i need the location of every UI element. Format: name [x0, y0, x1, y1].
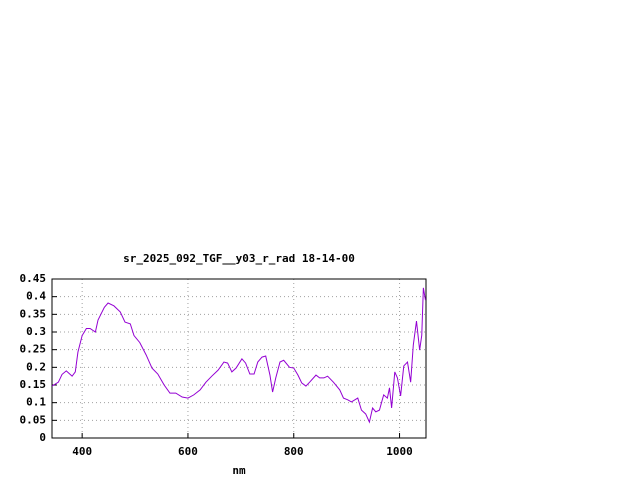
- y-tick-label: 0.3: [26, 325, 46, 338]
- x-tick-label: 400: [72, 445, 92, 458]
- x-tick-label: 800: [284, 445, 304, 458]
- chart-title: sr_2025_092_TGF__y03_r_rad 18-14-00: [123, 252, 355, 265]
- y-tick-label: 0.15: [20, 378, 47, 391]
- x-tick-label: 600: [178, 445, 198, 458]
- y-tick-label: 0.25: [20, 343, 47, 356]
- y-tick-label: 0.05: [20, 413, 47, 426]
- y-tick-label: 0.2: [26, 360, 46, 373]
- x-axis-label: nm: [232, 464, 246, 477]
- y-tick-label: 0.45: [20, 272, 47, 285]
- data-line: [51, 287, 426, 424]
- x-tick-label: 1000: [386, 445, 413, 458]
- y-tick-label: 0: [39, 431, 46, 444]
- y-tick-label: 0.1: [26, 396, 46, 409]
- y-tick-label: 0.4: [26, 290, 46, 303]
- y-tick-label: 0.35: [20, 307, 47, 320]
- plot-border: [51, 278, 427, 439]
